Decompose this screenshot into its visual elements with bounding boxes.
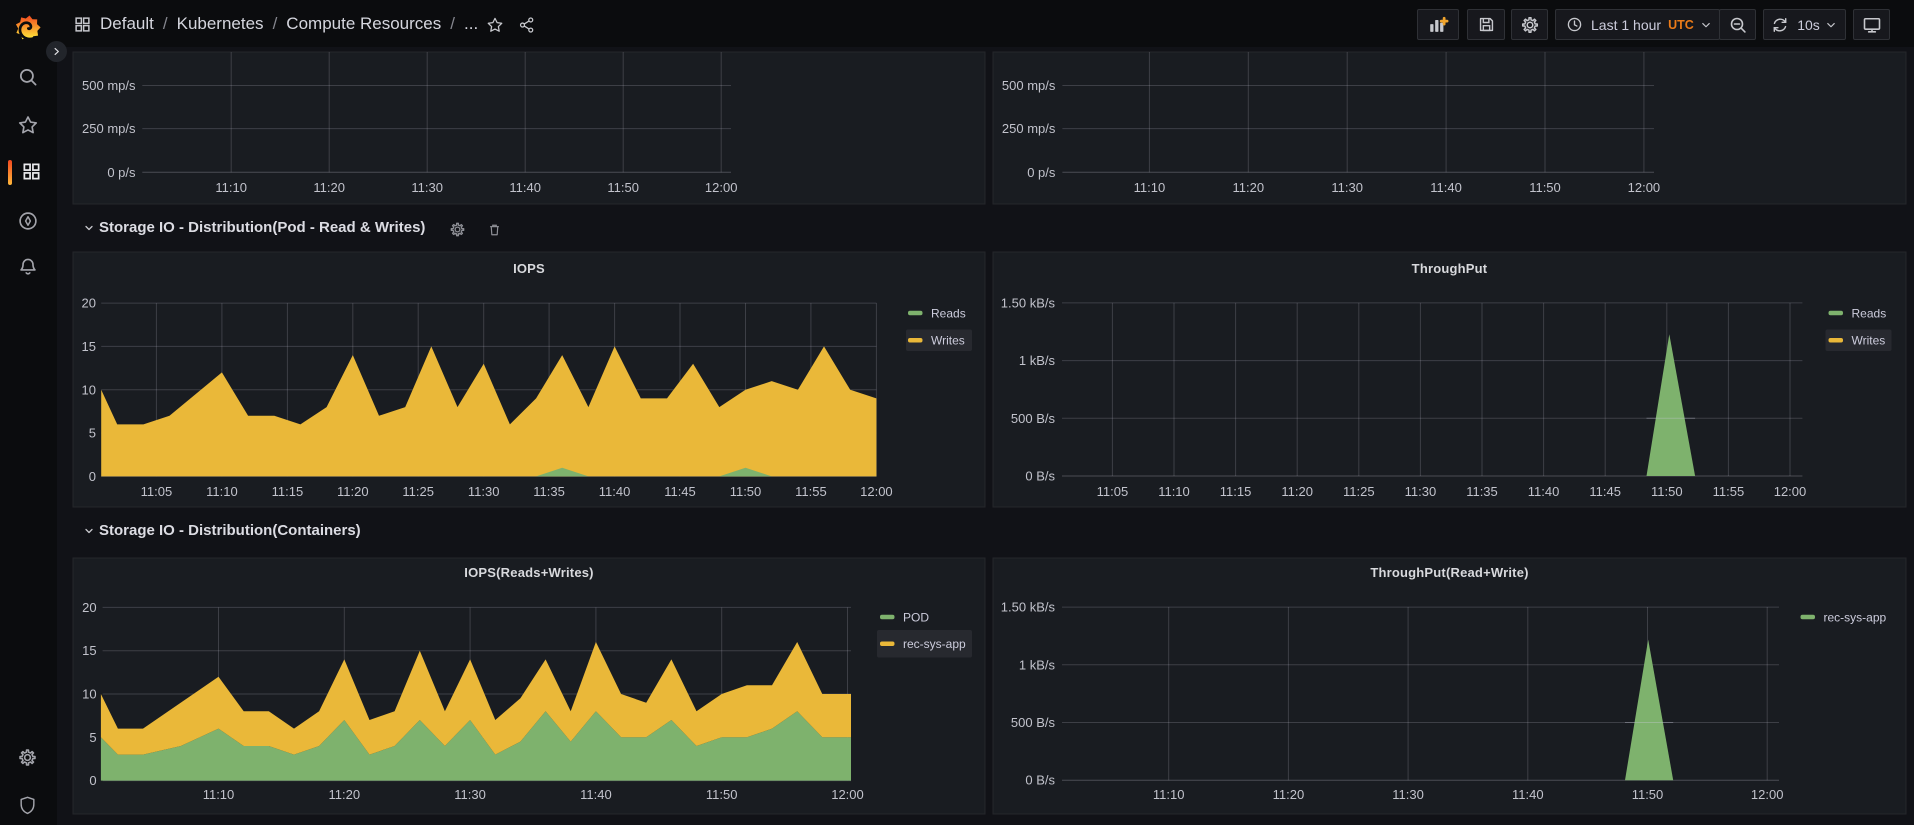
svg-text:500 mp/s: 500 mp/s xyxy=(1002,78,1056,93)
svg-text:10: 10 xyxy=(82,382,96,397)
svg-text:12:00: 12:00 xyxy=(860,484,893,499)
svg-text:Writes: Writes xyxy=(931,334,965,348)
svg-text:12:00: 12:00 xyxy=(1751,787,1784,802)
svg-text:500 B/s: 500 B/s xyxy=(1011,715,1056,730)
svg-text:11:05: 11:05 xyxy=(1097,484,1129,499)
svg-text:20: 20 xyxy=(82,600,96,615)
svg-text:11:45: 11:45 xyxy=(664,484,696,499)
svg-text:11:20: 11:20 xyxy=(337,484,369,499)
svg-text:11:30: 11:30 xyxy=(1405,484,1437,499)
svg-text:11:45: 11:45 xyxy=(1589,484,1621,499)
svg-text:11:35: 11:35 xyxy=(1466,484,1498,499)
svg-text:0: 0 xyxy=(89,469,96,484)
svg-text:500 B/s: 500 B/s xyxy=(1011,411,1056,426)
svg-text:1.50 kB/s: 1.50 kB/s xyxy=(1001,600,1056,615)
svg-text:11:10: 11:10 xyxy=(1153,787,1185,802)
svg-text:5: 5 xyxy=(89,730,96,745)
svg-text:0 p/s: 0 p/s xyxy=(1027,165,1056,180)
svg-text:11:30: 11:30 xyxy=(454,787,486,802)
svg-text:12:00: 12:00 xyxy=(1774,484,1807,499)
svg-text:11:20: 11:20 xyxy=(329,787,361,802)
svg-text:11:35: 11:35 xyxy=(533,484,565,499)
svg-text:11:10: 11:10 xyxy=(203,787,235,802)
svg-text:12:00: 12:00 xyxy=(1628,180,1661,195)
svg-text:250 mp/s: 250 mp/s xyxy=(82,121,136,136)
svg-text:12:00: 12:00 xyxy=(705,180,738,195)
svg-text:250 mp/s: 250 mp/s xyxy=(1002,121,1056,136)
svg-text:0 p/s: 0 p/s xyxy=(107,165,136,180)
svg-text:11:15: 11:15 xyxy=(272,484,304,499)
svg-text:11:10: 11:10 xyxy=(1158,484,1190,499)
svg-text:11:50: 11:50 xyxy=(730,484,762,499)
svg-text:11:30: 11:30 xyxy=(411,180,443,195)
svg-text:11:40: 11:40 xyxy=(1528,484,1560,499)
svg-text:Reads: Reads xyxy=(931,306,966,320)
svg-text:POD: POD xyxy=(903,610,929,624)
svg-text:11:50: 11:50 xyxy=(1632,787,1664,802)
svg-text:11:40: 11:40 xyxy=(1430,180,1462,195)
svg-text:10: 10 xyxy=(82,687,96,702)
svg-text:11:25: 11:25 xyxy=(402,484,434,499)
svg-text:1 kB/s: 1 kB/s xyxy=(1019,657,1056,672)
svg-text:11:30: 11:30 xyxy=(1331,180,1363,195)
svg-text:11:55: 11:55 xyxy=(795,484,827,499)
svg-text:20: 20 xyxy=(82,296,96,311)
svg-text:15: 15 xyxy=(82,339,96,354)
svg-text:500 mp/s: 500 mp/s xyxy=(82,78,136,93)
svg-text:11:50: 11:50 xyxy=(1651,484,1683,499)
svg-text:11:20: 11:20 xyxy=(313,180,345,195)
svg-text:11:20: 11:20 xyxy=(1273,787,1305,802)
svg-text:11:40: 11:40 xyxy=(599,484,631,499)
svg-text:11:55: 11:55 xyxy=(1713,484,1745,499)
svg-text:11:10: 11:10 xyxy=(215,180,247,195)
svg-text:5: 5 xyxy=(89,426,96,441)
svg-text:11:50: 11:50 xyxy=(1529,180,1561,195)
svg-text:0: 0 xyxy=(89,773,96,788)
svg-text:11:20: 11:20 xyxy=(1281,484,1313,499)
svg-text:11:15: 11:15 xyxy=(1220,484,1252,499)
svg-text:rec-sys-app: rec-sys-app xyxy=(1824,610,1887,624)
svg-text:11:50: 11:50 xyxy=(706,787,738,802)
svg-text:15: 15 xyxy=(82,643,96,658)
svg-text:11:10: 11:10 xyxy=(1134,180,1166,195)
svg-text:11:20: 11:20 xyxy=(1233,180,1265,195)
svg-text:0 B/s: 0 B/s xyxy=(1025,469,1055,484)
svg-text:Reads: Reads xyxy=(1852,306,1887,320)
svg-text:11:40: 11:40 xyxy=(580,787,612,802)
svg-text:1.50 kB/s: 1.50 kB/s xyxy=(1001,295,1056,310)
svg-text:11:25: 11:25 xyxy=(1343,484,1375,499)
svg-text:11:30: 11:30 xyxy=(1392,787,1424,802)
svg-text:11:05: 11:05 xyxy=(141,484,173,499)
svg-text:rec-sys-app: rec-sys-app xyxy=(903,637,966,651)
svg-text:11:40: 11:40 xyxy=(1512,787,1544,802)
svg-text:1 kB/s: 1 kB/s xyxy=(1019,353,1056,368)
svg-text:Writes: Writes xyxy=(1852,334,1886,348)
svg-text:11:10: 11:10 xyxy=(206,484,238,499)
svg-text:11:30: 11:30 xyxy=(468,484,500,499)
svg-text:12:00: 12:00 xyxy=(831,787,864,802)
svg-text:11:50: 11:50 xyxy=(607,180,639,195)
svg-text:0 B/s: 0 B/s xyxy=(1025,773,1055,788)
svg-text:11:40: 11:40 xyxy=(509,180,541,195)
